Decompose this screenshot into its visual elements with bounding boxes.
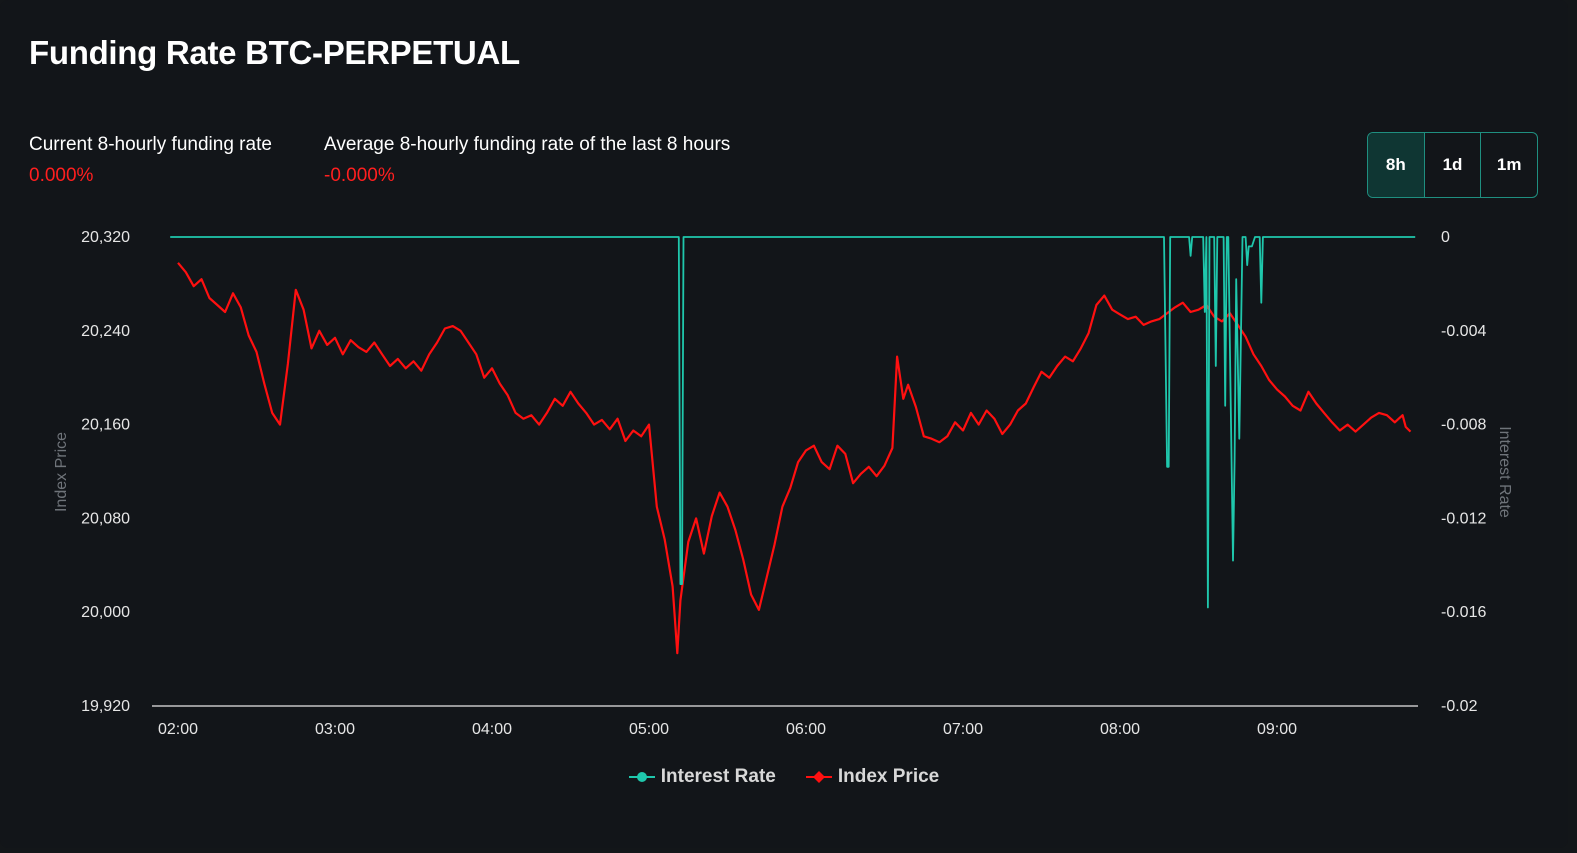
x-tick-label: 08:00 <box>1100 721 1140 738</box>
x-tick-label: 03:00 <box>315 721 355 738</box>
range-1m-button[interactable]: 1m <box>1496 155 1522 174</box>
legend-index-price[interactable]: Index Price <box>805 766 940 788</box>
y-left-tick-label: 19,920 <box>81 698 130 715</box>
x-tick-label: 09:00 <box>1257 721 1297 738</box>
range-8h-button[interactable]: 8h <box>1368 133 1425 197</box>
legend-interest-rate[interactable]: Interest Rate <box>628 766 776 788</box>
y-axis-left-title: Index Price <box>53 432 70 512</box>
legend-interest-label: Interest Rate <box>660 766 776 787</box>
x-tick-label: 04:00 <box>472 721 512 738</box>
current-funding-value: 0.000% <box>29 165 94 186</box>
y-right-tick-label: -0.012 <box>1441 510 1486 527</box>
y-left-tick-label: 20,240 <box>81 323 130 340</box>
x-tick-label: 07:00 <box>943 721 983 738</box>
average-funding-value: -0.000% <box>324 165 395 186</box>
current-funding-stat: Current 8-hourly funding rate 0.000% <box>29 134 272 187</box>
y-left-tick-label: 20,080 <box>81 510 130 527</box>
current-funding-label: Current 8-hourly funding rate <box>29 134 272 155</box>
y-right-tick-label: -0.016 <box>1441 604 1486 621</box>
y-right-tick-label: 0 <box>1441 229 1450 246</box>
y-axis-right-title: Interest Rate <box>1496 426 1513 518</box>
y-right-tick-label: -0.02 <box>1441 698 1478 715</box>
x-tick-label: 05:00 <box>629 721 669 738</box>
range-1d-button[interactable]: 1d <box>1425 133 1482 197</box>
y-right-tick-label: -0.004 <box>1441 323 1486 340</box>
average-funding-label: Average 8-hourly funding rate of the las… <box>324 134 731 155</box>
legend-index-label: Index Price <box>837 766 940 787</box>
teal-line-marker-icon <box>628 772 655 782</box>
chart-legend: Interest Rate Index Price <box>0 766 1568 788</box>
y-left-tick-label: 20,320 <box>81 229 130 246</box>
x-tick-label: 06:00 <box>786 721 826 738</box>
page-title: Funding Rate BTC-PERPETUAL <box>29 34 520 71</box>
y-right-tick-label: -0.008 <box>1441 417 1486 434</box>
red-line-marker-icon <box>805 771 832 783</box>
y-left-tick-label: 20,160 <box>81 417 130 434</box>
funding-rate-chart: 20,320 20,240 20,160 20,080 20,000 19,920 0 -0.… <box>53 229 1513 738</box>
x-tick-label: 02:00 <box>158 721 198 738</box>
interest-rate-series-line <box>170 236 1416 609</box>
y-left-tick-label: 20,000 <box>81 604 130 621</box>
time-range-selector: 8h 1d 1m <box>1367 132 1538 198</box>
average-funding-stat: Average 8-hourly funding rate of the las… <box>324 134 730 187</box>
